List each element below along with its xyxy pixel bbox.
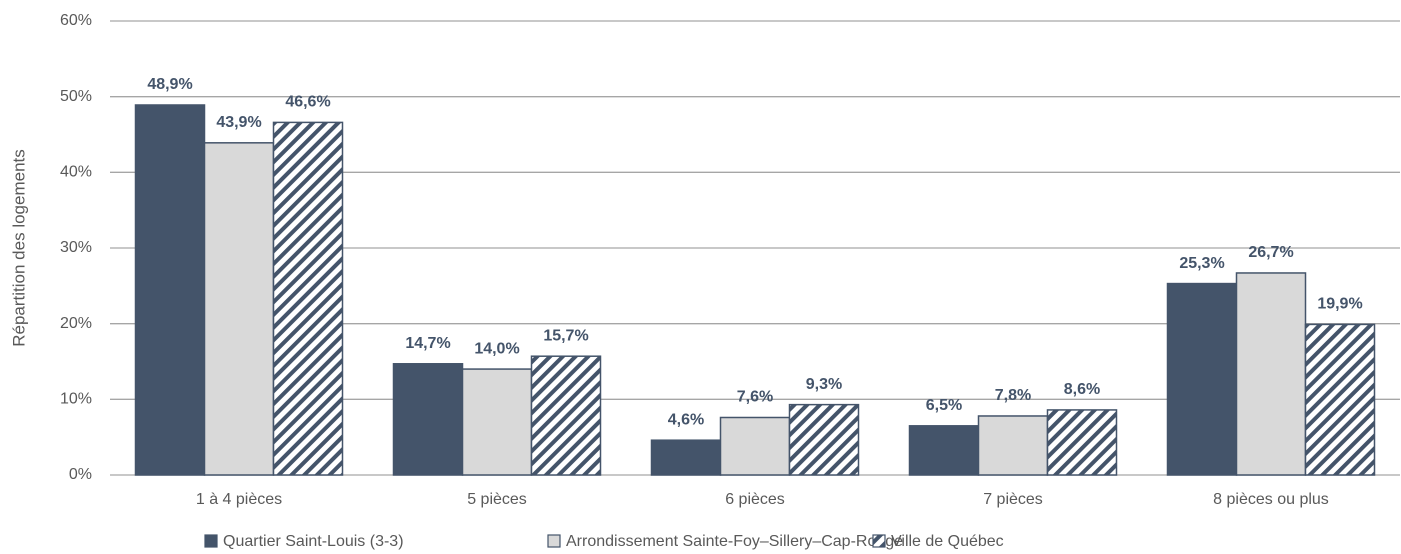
value-label: 43,9% [216,114,261,131]
bar [1166,282,1238,476]
y-tick-label: 10% [60,391,92,408]
value-label: 14,7% [405,335,450,352]
bar [719,416,791,476]
legend-label: Arrondissement Sainte-Foy–Sillery–Cap-Ro… [566,533,903,550]
x-tick-label: 5 pièces [467,491,527,508]
y-axis-label: Répartition des logements [9,149,28,347]
value-label: 7,6% [737,389,773,406]
y-tick-label: 60% [60,12,92,29]
x-tick-label: 7 pièces [983,491,1043,508]
bar [908,425,980,476]
value-label: 4,6% [668,411,704,428]
bar [977,415,1049,476]
bar [461,368,533,476]
legend-swatch [547,534,561,548]
bar [392,363,464,476]
y-tick-label: 0% [69,466,92,483]
value-label: 48,9% [147,76,192,93]
value-label: 6,5% [926,397,962,414]
legend-swatch [872,534,886,548]
value-label: 14,0% [474,340,519,357]
bar [650,439,722,476]
bar [1235,272,1307,476]
value-label: 15,7% [543,327,588,344]
bar [1304,323,1376,476]
x-tick-label: 6 pièces [725,491,785,508]
legend-swatch [204,534,218,548]
value-label: 8,6% [1064,381,1100,398]
value-label: 19,9% [1317,296,1362,313]
value-label: 9,3% [806,376,842,393]
value-label: 25,3% [1179,255,1224,272]
bar [530,355,602,476]
y-tick-label: 20% [60,315,92,332]
y-tick-label: 50% [60,88,92,105]
value-label: 46,6% [285,94,330,111]
bar [788,403,860,476]
legend-label: Ville de Québec [891,533,1004,550]
x-tick-label: 1 à 4 pièces [196,491,282,508]
bar [1046,409,1118,476]
value-label: 7,8% [995,387,1031,404]
bar [272,121,344,476]
bar [203,142,275,476]
x-tick-label: 8 pièces ou plus [1213,491,1329,508]
legend-label: Quartier Saint-Louis (3-3) [223,533,404,550]
y-tick-label: 30% [60,239,92,256]
y-tick-label: 40% [60,164,92,181]
bar [134,104,206,476]
value-label: 26,7% [1248,244,1293,261]
